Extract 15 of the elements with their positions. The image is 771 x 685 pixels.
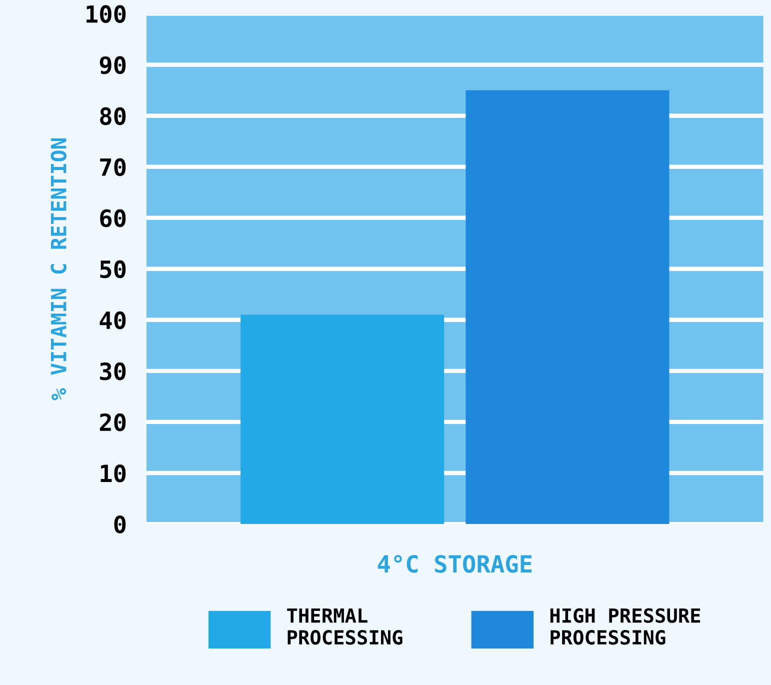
y-tick-label: 40 bbox=[100, 311, 126, 330]
y-tick-label: 10 bbox=[100, 464, 126, 482]
x-tick-label: 4°C STORAGE bbox=[378, 554, 532, 573]
y-tick-label: 80 bbox=[100, 107, 126, 126]
legend-label: HIGH PRESSURE PROCESSING bbox=[550, 608, 700, 645]
y-tick-label: 20 bbox=[100, 413, 126, 432]
y-tick-label: 50 bbox=[100, 260, 126, 278]
y-tick-label: 0 bbox=[114, 515, 126, 534]
y-tick-label: 70 bbox=[100, 158, 126, 176]
y-tick-label: 30 bbox=[100, 362, 126, 380]
y-axis-title: % VITAMIN C RETENTION bbox=[50, 138, 66, 400]
legend-label: THERMAL PROCESSING bbox=[287, 608, 402, 645]
y-tick-label: 100 bbox=[86, 5, 126, 24]
y-tick-label: 60 bbox=[100, 209, 126, 228]
y-tick-label: 90 bbox=[100, 56, 126, 74]
